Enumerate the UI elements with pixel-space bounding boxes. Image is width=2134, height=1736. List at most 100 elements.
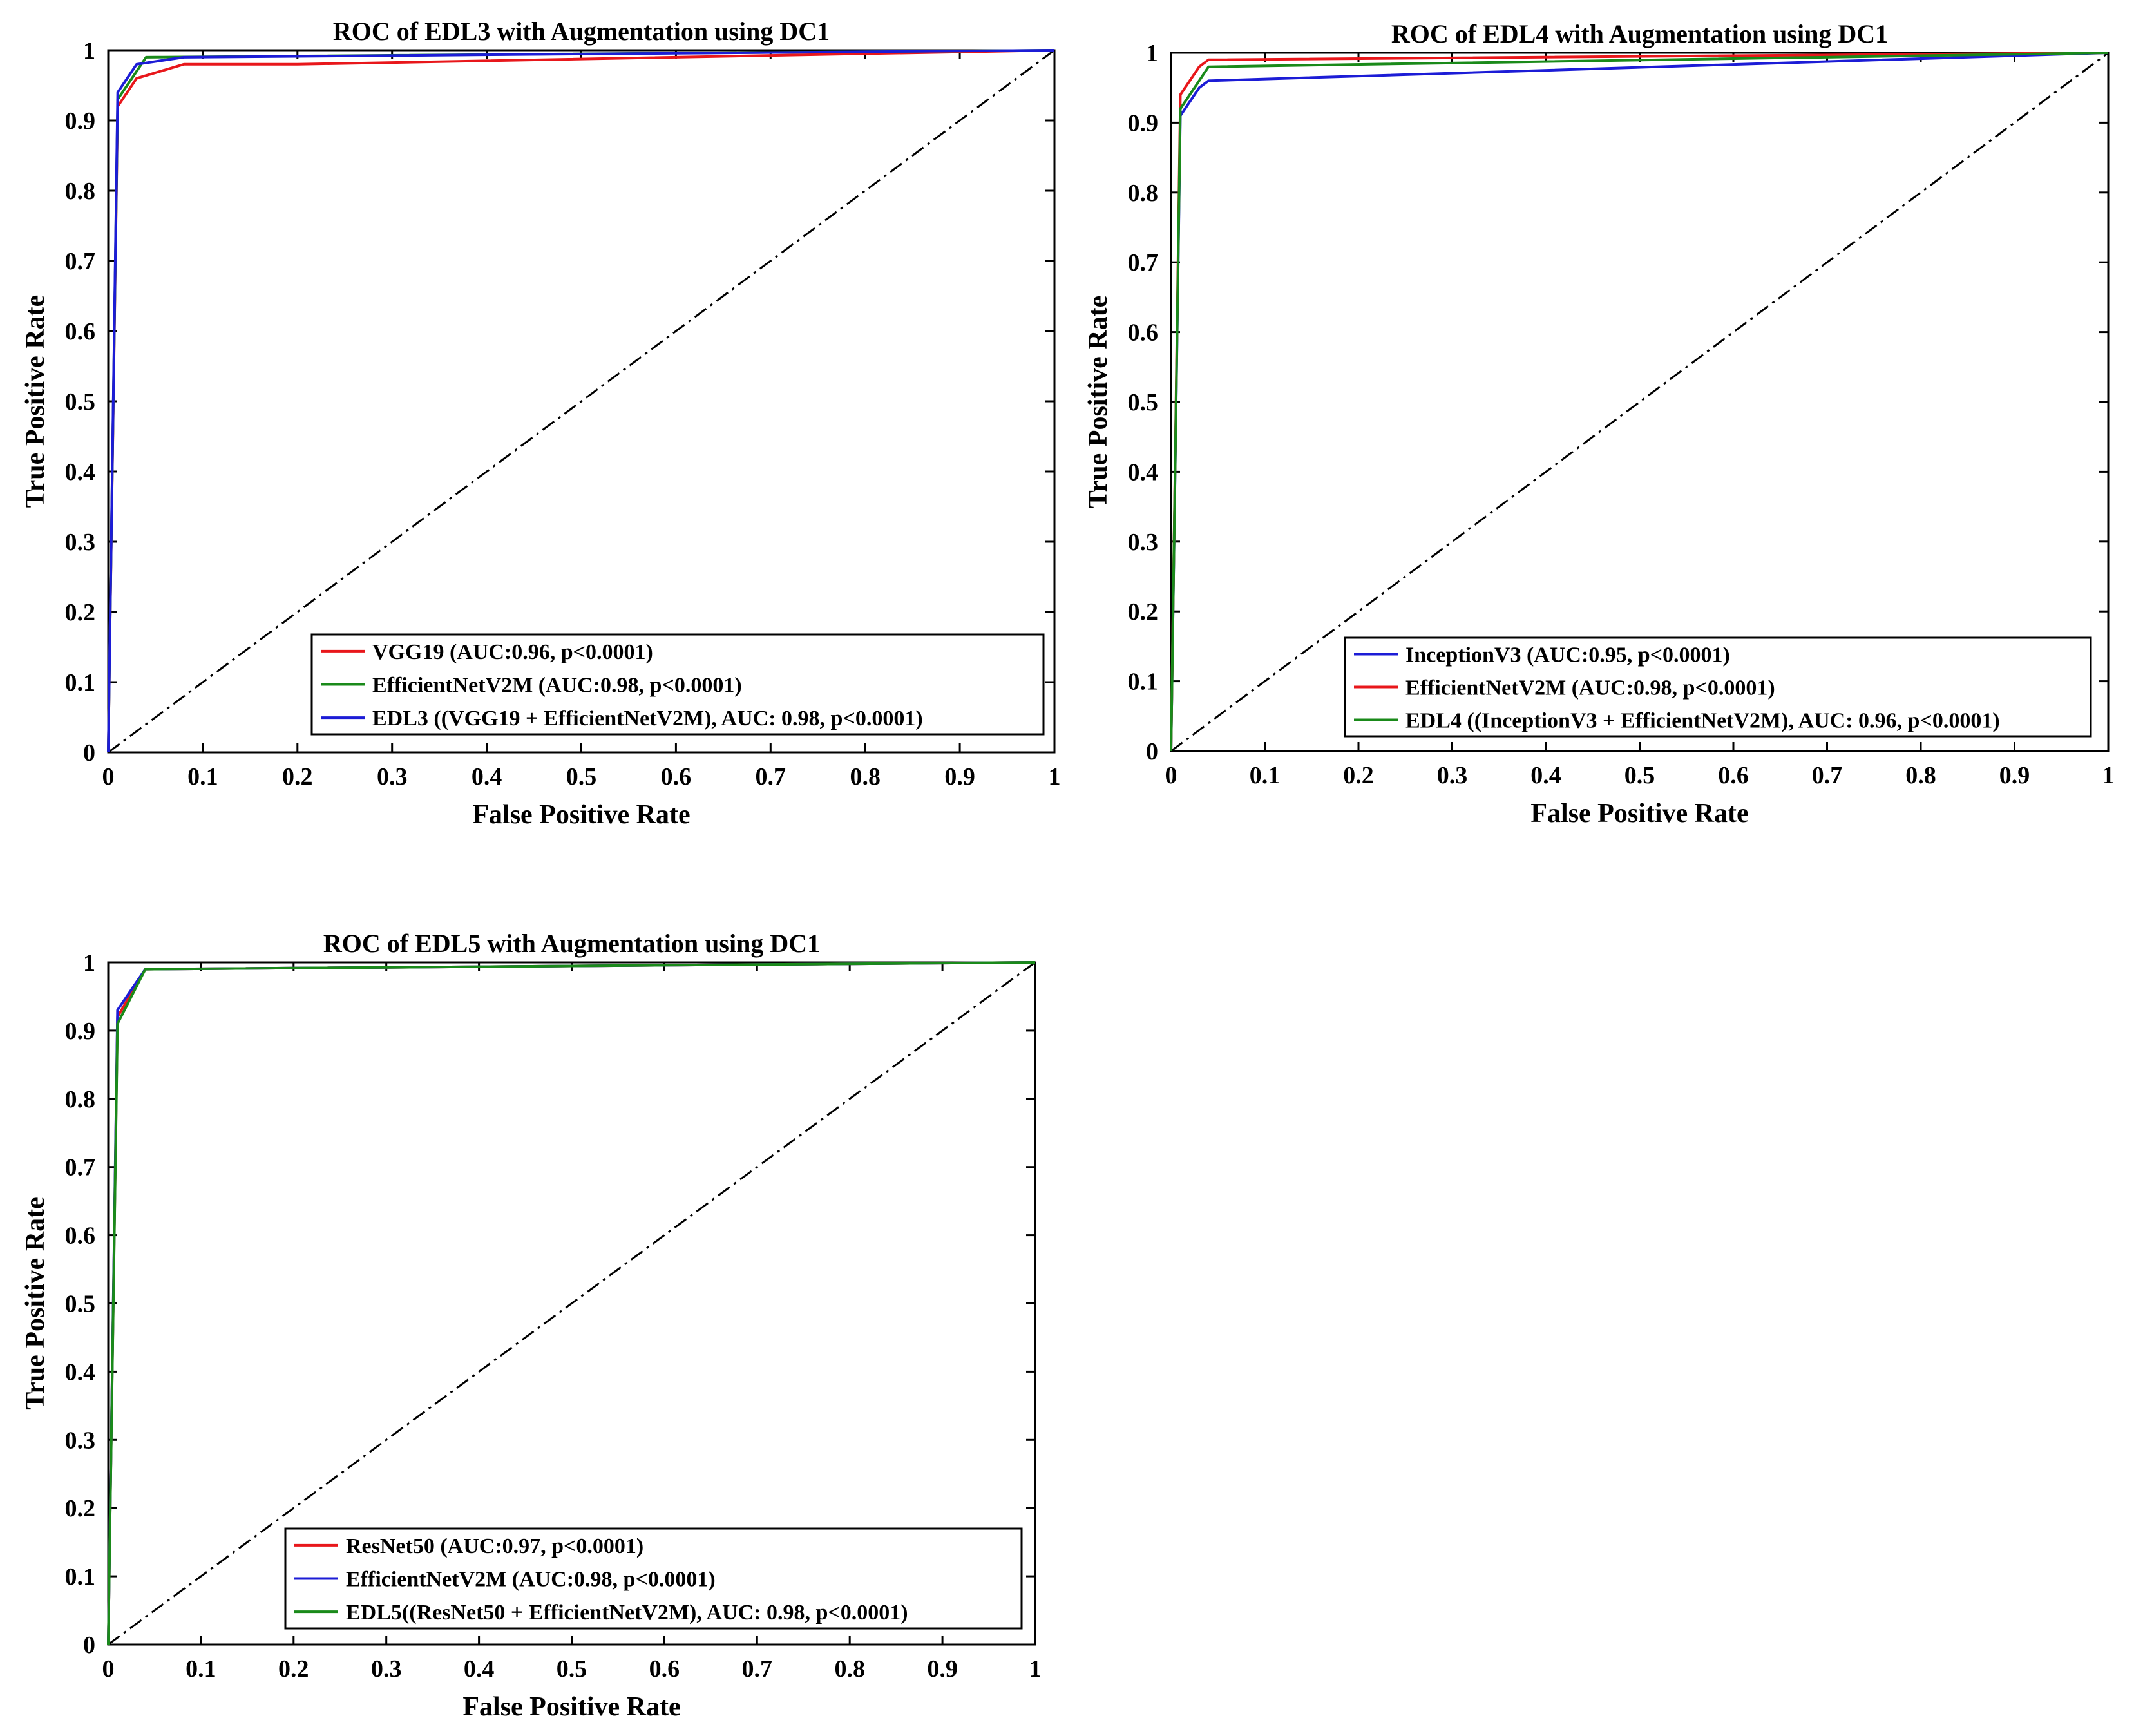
x-tick-label: 0.6 [1718,762,1749,789]
x-tick-label: 0.8 [850,763,881,790]
y-tick-label: 0.6 [65,1223,96,1250]
chance-diagonal-line [108,961,1036,1646]
y-axis-label: True Positive Rate [21,1197,50,1409]
legend: VGG19 (AUC:0.96, p<0.0001) EfficientNetV2… [310,633,1045,736]
x-tick-label: 0.9 [1999,762,2030,789]
chart-2: ROC of EDL4 with Augmentation using DC1 0… [1083,19,2115,828]
x-tick-label: 0.9 [944,763,975,790]
y-tick-label: 0.2 [1128,598,1159,625]
y-tick-label: 0.8 [65,1086,96,1113]
y-tick-label: 0.9 [65,108,96,135]
x-tick-label: 0.8 [1905,762,1936,789]
legend-entry-1: ResNet50 (AUC:0.97, p<0.0001) [346,1534,643,1558]
x-tick-label: 0.1 [187,763,218,790]
x-axis-label: False Positive Rate [472,800,690,830]
y-axis-label: True Positive Rate [1083,296,1113,508]
x-tick-label: 0.5 [566,763,597,790]
chance-diagonal-line [1170,52,2109,752]
x-tick-label: 0.2 [1343,762,1374,789]
legend-entry-2: EfficientNetV2M (AUC:0.98, p<0.0001) [372,674,742,698]
x-tick-label: 0 [1165,762,1177,789]
x-tick-label: 0.7 [756,763,786,790]
legend-box [1344,636,2092,738]
chance-diagonal-line [108,49,1055,754]
x-tick-label: 0.1 [186,1655,216,1683]
y-tick-label: 0.6 [65,318,96,345]
y-tick-label: 0.2 [65,599,96,626]
roc-curve-series-3 [1170,52,2109,752]
roc-curve-series-3 [107,49,1055,753]
y-tick-label: 0.9 [65,1018,96,1045]
y-tick-label: 0.4 [65,459,96,486]
x-tick-label: 0.1 [1250,762,1281,789]
y-tick-label: 0.3 [65,529,96,556]
legend-entry-2: EfficientNetV2M (AUC:0.98, p<0.0001) [1405,676,1775,700]
y-tick-label: 0.1 [65,1563,96,1590]
x-tick-label: 0.8 [834,1655,865,1683]
chart-3: ROC of EDL5 with Augmentation using DC1 0… [21,929,1042,1722]
y-tick-label: 0.3 [65,1427,96,1454]
chart-1: ROC of EDL3 with Augmentation using DC1 0… [21,17,1061,830]
x-tick-label: 1 [1049,763,1061,790]
y-tick-label: 0 [83,1632,95,1659]
legend-box [284,1527,1023,1630]
x-tick-label: 0.3 [377,763,408,790]
legend: ResNet50 (AUC:0.97, p<0.0001) EfficientNe… [284,1527,1023,1630]
y-tick-label: 0.1 [1128,669,1159,696]
y-tick-label: 1 [83,949,95,977]
x-tick-label: 0.6 [649,1655,680,1683]
x-tick-label: 0.3 [371,1655,402,1683]
y-tick-label: 0.1 [65,669,96,696]
y-tick-label: 0.5 [65,1291,96,1318]
x-tick-label: 0.2 [278,1655,309,1683]
x-axis-label: False Positive Rate [1530,799,1748,828]
x-tick-label: 0.3 [1437,762,1468,789]
legend-entry-1: InceptionV3 (AUC:0.95, p<0.0001) [1405,644,1730,667]
legend-entry-3: EDL5((ResNet50 + EfficientNetV2M), AUC: … [346,1601,908,1625]
legend-entry-3: EDL4 ((InceptionV3 + EfficientNetV2M), A… [1405,709,2000,733]
x-tick-label: 0.4 [464,1655,495,1683]
y-tick-label: 0.7 [65,1154,96,1181]
x-tick-label: 0.6 [661,763,692,790]
x-tick-label: 0 [102,1655,115,1683]
chart-title: ROC of EDL5 with Augmentation using DC1 [323,929,820,958]
roc-curve-series-3 [107,961,1036,1645]
y-tick-label: 1 [1146,40,1158,67]
y-tick-label: 0.2 [65,1495,96,1522]
chart-title: ROC of EDL4 with Augmentation using DC1 [1391,19,1888,48]
chart-title: ROC of EDL3 with Augmentation using DC1 [333,17,830,46]
y-tick-label: 1 [83,37,95,64]
x-tick-label: 1 [2102,762,2115,789]
legend-box [310,633,1045,736]
y-tick-label: 0 [83,739,95,767]
y-tick-label: 0.8 [1128,180,1159,207]
y-tick-label: 0 [1146,738,1158,765]
y-tick-label: 0.4 [65,1359,96,1386]
y-tick-label: 0.7 [65,248,96,275]
x-tick-label: 0.4 [1530,762,1561,789]
x-axis-label: False Positive Rate [462,1692,680,1722]
legend: InceptionV3 (AUC:0.95, p<0.0001) Efficien… [1344,636,2092,738]
x-tick-label: 0.7 [742,1655,773,1683]
y-tick-label: 0.9 [1128,110,1159,137]
y-tick-label: 0.4 [1128,459,1159,486]
legend-entry-3: EDL3 ((VGG19 + EfficientNetV2M), AUC: 0.… [372,707,923,730]
x-tick-label: 1 [1029,1655,1042,1683]
y-tick-label: 0.8 [65,178,96,205]
x-tick-label: 0.4 [472,763,502,790]
legend-entry-2: EfficientNetV2M (AUC:0.98, p<0.0001) [346,1568,716,1592]
legend-entry-1: VGG19 (AUC:0.96, p<0.0001) [372,640,653,664]
y-tick-label: 0.6 [1128,320,1159,347]
x-tick-label: 0.5 [557,1655,587,1683]
x-tick-label: 0.2 [282,763,313,790]
y-tick-label: 0.3 [1128,529,1159,556]
y-tick-label: 0.5 [65,388,96,415]
x-tick-label: 0 [102,763,115,790]
y-tick-label: 0.7 [1128,249,1159,276]
x-tick-label: 0.7 [1812,762,1843,789]
x-tick-label: 0.9 [927,1655,958,1683]
x-tick-label: 0.5 [1624,762,1655,789]
y-tick-label: 0.5 [1128,389,1159,416]
